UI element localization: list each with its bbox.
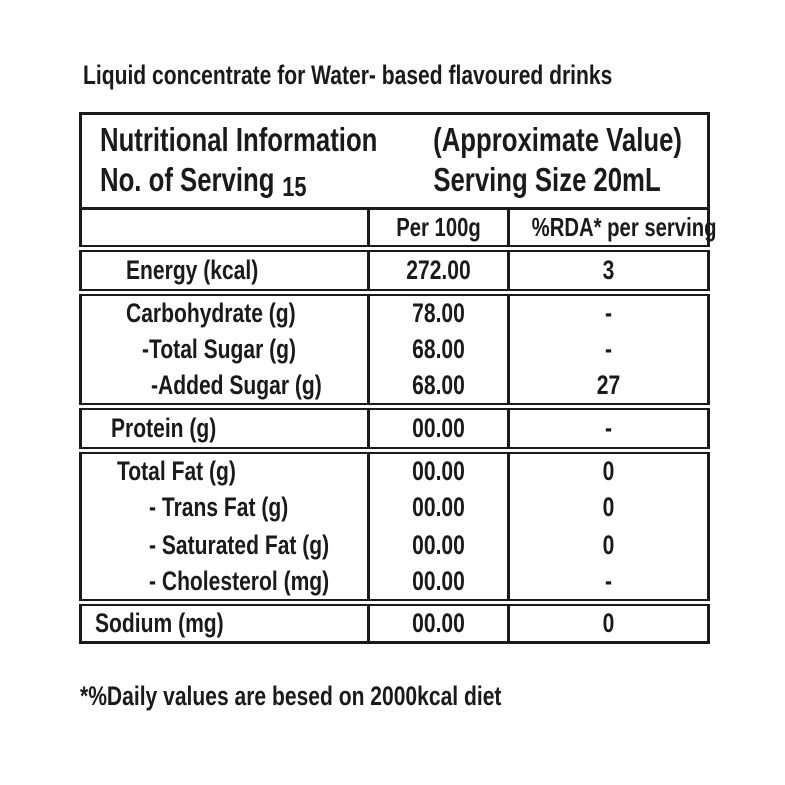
row-total-fat: Total Fat (g) 00.00 0 bbox=[81, 450, 709, 489]
nutrition-table: Nutritional Information (Approximate Val… bbox=[79, 112, 717, 644]
table-header-row: Nutritional Information (Approximate Val… bbox=[80, 113, 709, 210]
rda-value: - bbox=[506, 564, 709, 606]
row-saturated-fat: - Saturated Fat (g) 00.00 0 bbox=[81, 526, 709, 565]
page-title: Liquid concentrate for Water- based flav… bbox=[83, 60, 762, 91]
servings-value: 15 bbox=[282, 171, 307, 202]
per-100g-value: 00.00 bbox=[367, 488, 509, 527]
row-protein: Protein (g) 00.00 - bbox=[80, 406, 709, 454]
nutrient-label: -Added Sugar (g) bbox=[80, 368, 369, 410]
rda-value: 0 bbox=[506, 526, 709, 565]
column-header-rda: %RDA* per serving bbox=[506, 208, 717, 252]
row-energy: Energy (kcal) 272.00 3 bbox=[80, 248, 709, 296]
nutrient-label: Energy (kcal) bbox=[80, 248, 369, 296]
per-100g-value: 272.00 bbox=[367, 248, 509, 296]
row-total-sugar: -Total Sugar (g) 68.00 - bbox=[81, 330, 709, 369]
per-100g-value: 00.00 bbox=[367, 564, 509, 606]
rda-value: - bbox=[506, 292, 709, 331]
column-header-row: Per 100g %RDA* per serving bbox=[80, 208, 717, 252]
rda-value: - bbox=[506, 406, 709, 454]
daily-values-footnote: *%Daily values are besed on 2000kcal die… bbox=[80, 681, 620, 712]
per-100g-value: 78.00 bbox=[367, 292, 509, 331]
serving-size-value: 20mL bbox=[593, 161, 661, 198]
nutrient-label: Carbohydrate (g) bbox=[126, 297, 296, 328]
rda-value: 0 bbox=[506, 488, 709, 527]
serving-size-label: Serving Size bbox=[433, 161, 587, 198]
nutrient-label: - Cholesterol (mg) bbox=[80, 564, 369, 606]
header-subtitle: (Approximate Value) bbox=[433, 121, 683, 158]
daily-values-footnote-text: *%Daily values are besed on 2000kcal die… bbox=[80, 681, 502, 711]
nutrient-label: - Saturated Fat (g) bbox=[149, 530, 330, 560]
nutrient-label: Protein (g) bbox=[80, 406, 369, 454]
servings-label: No. of Serving bbox=[100, 161, 275, 198]
header-title: Nutritional Information bbox=[100, 121, 378, 158]
nutrient-label: Sodium (mg) bbox=[95, 608, 224, 638]
nutrient-label: - Trans Fat (g) bbox=[149, 492, 289, 522]
column-header-per-100g: Per 100g bbox=[367, 208, 509, 252]
row-sodium: Sodium (mg) 00.00 0 bbox=[81, 602, 709, 643]
header-line-1: Nutritional Information (Approximate Val… bbox=[100, 120, 693, 160]
row-trans-fat: - Trans Fat (g) 00.00 0 bbox=[81, 488, 709, 527]
rda-value: 0 bbox=[506, 450, 709, 489]
per-100g-value: 68.00 bbox=[367, 330, 509, 369]
per-100g-value: 00.00 bbox=[367, 450, 509, 489]
rda-value: 27 bbox=[506, 368, 709, 410]
row-cholesterol: - Cholesterol (mg) 00.00 - bbox=[80, 564, 709, 606]
row-carbohydrate: Carbohydrate (g) 78.00 - bbox=[81, 292, 709, 331]
per-100g-value: 00.00 bbox=[367, 526, 509, 565]
table-header-cell: Nutritional Information (Approximate Val… bbox=[80, 113, 709, 210]
row-added-sugar: -Added Sugar (g) 68.00 27 bbox=[80, 368, 709, 410]
rda-value: 3 bbox=[506, 248, 709, 296]
page-title-text: Liquid concentrate for Water- based flav… bbox=[83, 60, 613, 90]
nutrient-label: -Total Sugar (g) bbox=[142, 334, 297, 364]
rda-value: 0 bbox=[506, 602, 709, 643]
nutrient-label: Total Fat (g) bbox=[117, 455, 236, 486]
header-line-2: No. of Serving 15 Serving Size 20mL bbox=[100, 160, 693, 202]
per-100g-value: 00.00 bbox=[367, 602, 509, 643]
column-header-nutrient bbox=[80, 208, 369, 252]
per-100g-value: 68.00 bbox=[367, 368, 509, 410]
per-100g-value: 00.00 bbox=[367, 406, 509, 454]
rda-value: - bbox=[506, 330, 709, 369]
